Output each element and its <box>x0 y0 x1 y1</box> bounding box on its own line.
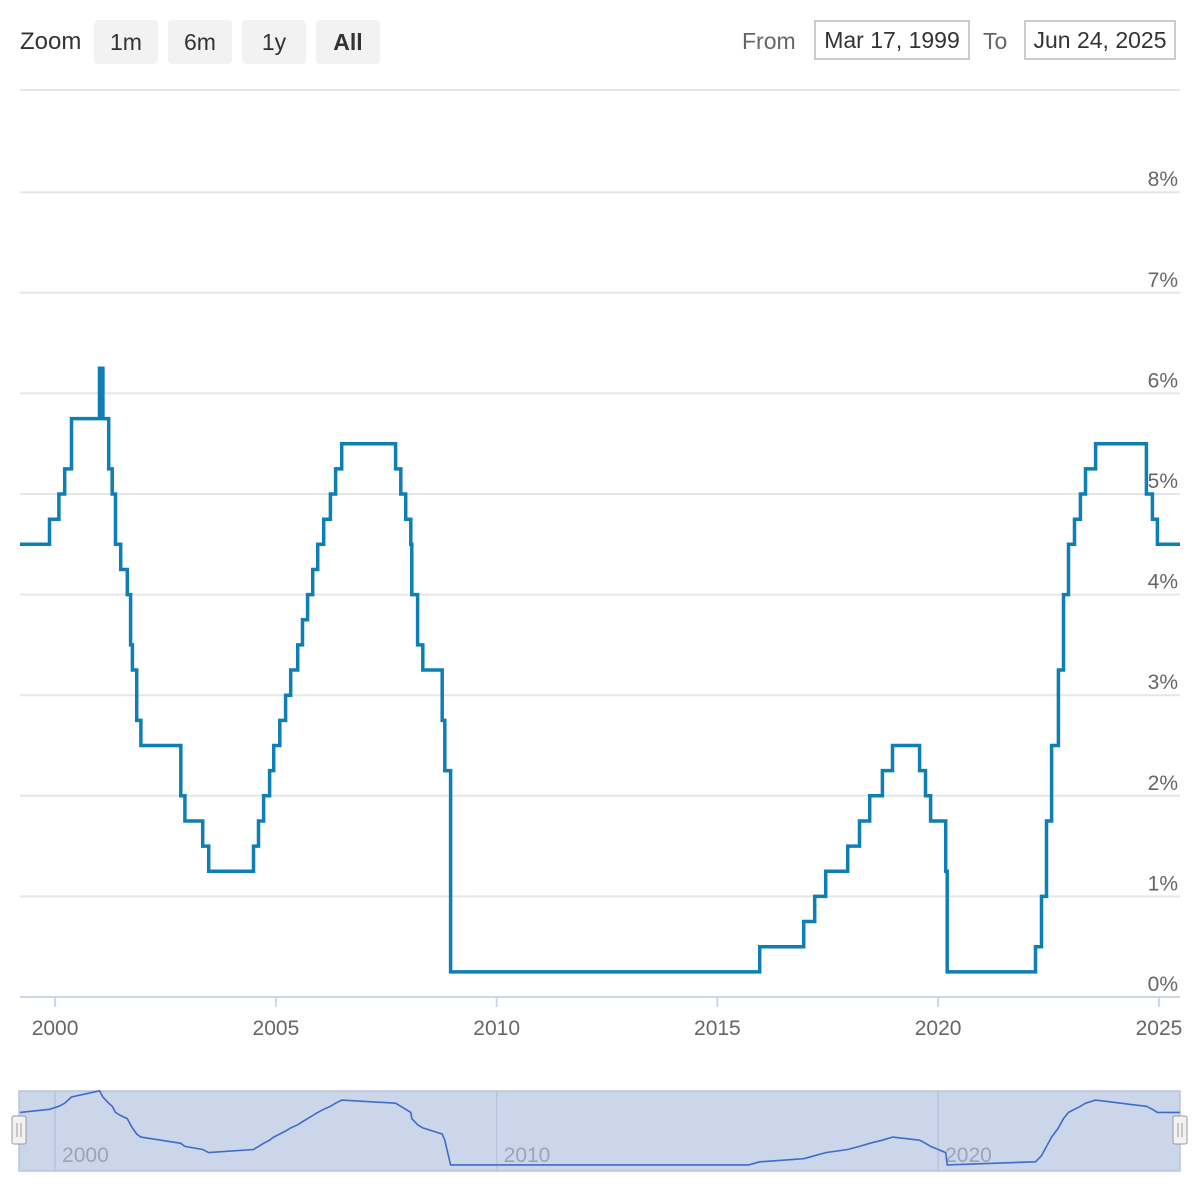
zoom-all-button[interactable]: All <box>316 20 380 64</box>
to-label: To <box>983 28 1008 54</box>
to-date-input[interactable] <box>1024 20 1176 60</box>
navigator-series <box>19 1089 1180 1166</box>
gridlines <box>20 191 1180 898</box>
y-tick-label: 6% <box>1148 369 1178 392</box>
y-tick-label: 7% <box>1148 269 1178 292</box>
x-tick-label: 2010 <box>473 1017 520 1040</box>
x-tick-label: 2020 <box>915 1017 962 1040</box>
navigator-mask[interactable] <box>18 1090 1181 1172</box>
y-tick-label: 2% <box>1148 772 1178 795</box>
series-rate <box>20 366 1180 974</box>
navigator-handle-left[interactable] <box>11 1115 27 1145</box>
navigator-ticks: 2000 2010 2020 <box>54 1091 992 1171</box>
y-tick-label: 1% <box>1148 872 1178 895</box>
x-tick-label: 2025 <box>1136 1017 1183 1040</box>
navigator[interactable]: 2000 2010 2020 <box>11 1089 1188 1172</box>
x-tick-label: 2015 <box>694 1017 741 1040</box>
y-tick-label: 5% <box>1148 470 1178 493</box>
y-tick-label: 3% <box>1148 671 1178 694</box>
zoom-label: Zoom <box>20 28 82 55</box>
from-date-input[interactable] <box>814 20 970 60</box>
range-selector: Zoom 1m 6m 1y All From To <box>0 0 1200 90</box>
y-tick-label: 4% <box>1148 571 1178 594</box>
zoom-6m-button[interactable]: 6m <box>168 20 232 64</box>
series-line <box>20 366 1180 974</box>
from-label: From <box>742 28 796 54</box>
navigator-tick-label: 2000 <box>62 1144 109 1167</box>
zoom-1y-button[interactable]: 1y <box>242 20 306 64</box>
y-tick-label: 0% <box>1148 973 1178 996</box>
x-axis-labels: 2000 2005 2010 2015 2020 2025 <box>32 997 1183 1040</box>
navigator-handle-right[interactable] <box>1172 1115 1188 1145</box>
y-axis-labels: 0% 1% 2% 3% 4% 5% 6% 7% 8% <box>1148 168 1178 996</box>
x-tick-label: 2005 <box>253 1017 300 1040</box>
y-tick-label: 8% <box>1148 168 1178 191</box>
zoom-1m-button[interactable]: 1m <box>94 20 158 64</box>
x-tick-label: 2000 <box>32 1017 79 1040</box>
navigator-tick-label: 2010 <box>504 1144 551 1167</box>
navigator-tick-label: 2020 <box>945 1144 992 1167</box>
